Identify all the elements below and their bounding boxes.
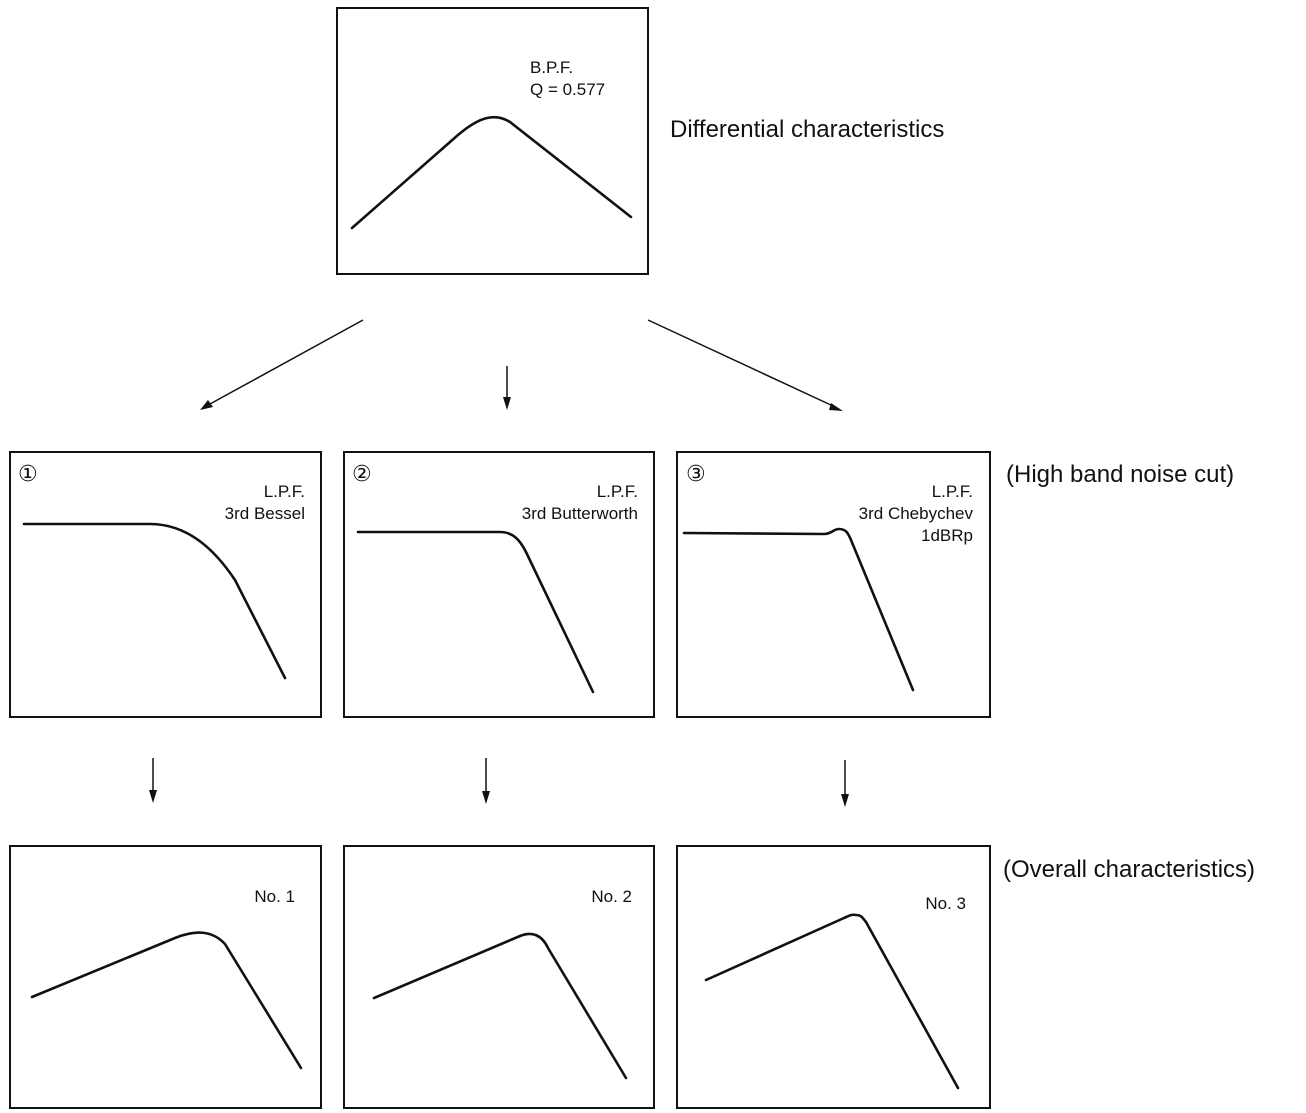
filter-number-3: ③ xyxy=(686,462,706,487)
overall-no-3-label: No. 3 xyxy=(925,894,966,913)
lpf-butterworth-order-label: 3rd Butterworth xyxy=(522,504,638,523)
overall-panel-1-frame xyxy=(9,845,322,1109)
overall-no-1-label: No. 1 xyxy=(254,887,295,906)
overall-characteristics-label: (Overall characteristics) xyxy=(1003,856,1255,883)
overall-panel-3: No. 3 xyxy=(676,845,991,1109)
overall-no-2-label: No. 2 xyxy=(591,887,632,906)
lpf-butterworth-type-label: L.P.F. xyxy=(597,482,638,501)
lpf-bessel-order-label: 3rd Bessel xyxy=(225,504,305,523)
lpf-chebychev-order-label: 3rd Chebychev xyxy=(859,504,974,523)
arrow-to-butterworth xyxy=(503,366,511,410)
lpf-butterworth-panel: ② L.P.F. 3rd Butterworth xyxy=(343,451,655,718)
lpf-chebychev-type-label: L.P.F. xyxy=(932,482,973,501)
arrow-to-result-2 xyxy=(482,758,490,804)
lpf-chebychev-response-curve xyxy=(682,527,915,692)
bpf-q-label: Q = 0.577 xyxy=(530,80,605,99)
overall-panel-2-frame xyxy=(343,845,655,1109)
overall-3-response-curve xyxy=(704,913,960,1090)
overall-2-response-curve xyxy=(372,932,628,1080)
bpf-type-label: B.P.F. xyxy=(530,58,573,77)
filter-number-1: ① xyxy=(18,462,38,487)
lpf-chebychev-panel: ③ L.P.F. 3rd Chebychev 1dBRp xyxy=(676,451,991,718)
high-band-noise-cut-label: (High band noise cut) xyxy=(1006,461,1234,488)
filter-number-2: ② xyxy=(352,462,372,487)
lpf-bessel-response-curve xyxy=(22,522,287,680)
arrow-to-chebychev xyxy=(647,319,843,411)
arrow-to-bessel xyxy=(200,319,364,410)
overall-1-response-curve xyxy=(30,931,303,1070)
arrow-to-result-1 xyxy=(149,758,157,803)
differential-characteristics-label: Differential characteristics xyxy=(670,116,944,143)
lpf-bessel-panel: ① L.P.F. 3rd Bessel xyxy=(9,451,322,718)
lpf-bessel-type-label: L.P.F. xyxy=(264,482,305,501)
overall-panel-2: No. 2 xyxy=(343,845,655,1109)
bpf-panel: B.P.F. Q = 0.577 xyxy=(336,7,649,275)
lpf-chebychev-panel-frame xyxy=(676,451,991,718)
overall-panel-1: No. 1 xyxy=(9,845,322,1109)
lpf-bessel-panel-frame xyxy=(9,451,322,718)
overall-panel-3-frame xyxy=(676,845,991,1109)
lpf-chebychev-ripple-label: 1dBRp xyxy=(921,526,973,545)
bpf-panel-frame xyxy=(336,7,649,275)
arrow-to-result-3 xyxy=(841,760,849,807)
lpf-butterworth-response-curve xyxy=(356,530,595,694)
bpf-response-curve xyxy=(350,115,633,230)
lpf-butterworth-panel-frame xyxy=(343,451,655,718)
